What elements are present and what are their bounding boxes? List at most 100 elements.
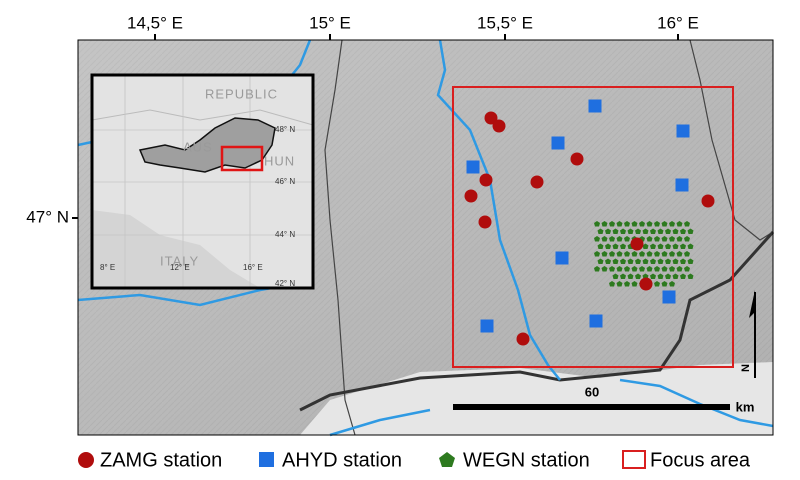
wegn-station	[616, 236, 623, 242]
map-frame	[77, 39, 774, 436]
wegn-station	[616, 251, 623, 257]
legend-label: WEGN station	[463, 449, 590, 471]
wegn-station	[612, 258, 619, 264]
zamg-station	[464, 189, 478, 203]
wegn-station	[661, 221, 668, 227]
wegn-station	[635, 228, 641, 234]
wegn-station	[654, 266, 660, 272]
wegn-station	[661, 236, 668, 242]
wegn-station	[597, 228, 604, 234]
legend-label: ZAMG station	[100, 449, 222, 471]
wegn-station	[669, 281, 675, 287]
wegn-station	[624, 281, 630, 287]
wegn-station	[612, 273, 619, 279]
ahyd-station	[551, 136, 565, 150]
river	[329, 408, 431, 437]
wegn-station	[624, 221, 630, 227]
wegn-station	[654, 281, 660, 287]
wegn-station	[642, 243, 649, 249]
wegn-station	[605, 243, 611, 249]
inset-lon-label: 8° E	[100, 263, 115, 272]
inset-sea	[92, 210, 260, 288]
ahyd-station	[480, 319, 494, 333]
north-arrow-head	[749, 290, 755, 318]
wegn-station	[657, 228, 664, 234]
wegn-station	[631, 221, 638, 227]
lowland-area	[300, 362, 773, 435]
inset-lat-label: 46° N	[275, 177, 295, 186]
wegn-station	[687, 228, 694, 234]
wegn-station	[612, 228, 619, 234]
wegn-station	[646, 251, 653, 257]
inset-borders	[91, 109, 314, 126]
inset-austria	[138, 117, 276, 173]
wegn-station	[669, 221, 675, 227]
zamg-station	[484, 111, 498, 125]
wegn-station	[687, 273, 694, 279]
zamg-station	[479, 173, 493, 187]
legend-symbol	[439, 452, 455, 467]
wegn-station	[620, 228, 626, 234]
wegn-station	[665, 243, 671, 249]
inset-country: REPUBLIC	[205, 86, 278, 101]
inset-country: HUN	[264, 153, 295, 168]
wegn-station	[627, 273, 634, 279]
wegn-station	[654, 236, 660, 242]
wegn-station	[687, 243, 694, 249]
zamg-station	[478, 215, 492, 229]
scale-distance: 60	[585, 384, 599, 399]
wegn-station	[605, 258, 611, 264]
wegn-station	[594, 251, 600, 257]
wegn-station	[676, 221, 683, 227]
wegn-station	[620, 273, 626, 279]
legend-symbol	[78, 452, 94, 468]
wegn-station	[661, 266, 668, 272]
wegn-station	[661, 281, 668, 287]
wegn-station	[609, 251, 615, 257]
wegn-station	[646, 266, 653, 272]
inset-lat-label: 42° N	[275, 279, 295, 288]
border	[689, 39, 774, 241]
wegn-station	[654, 221, 660, 227]
wegn-station	[650, 258, 656, 264]
wegn-station	[672, 258, 679, 264]
wegn-station	[616, 281, 623, 287]
ahyd-station	[676, 124, 690, 138]
wegn-station	[624, 236, 630, 242]
ahyd-station	[662, 290, 676, 304]
wegn-station	[609, 221, 615, 227]
wegn-station	[676, 236, 683, 242]
ahyd-station	[555, 251, 569, 265]
inset-map: REPUBLIC AUS HUN ITALY 48° N 46° N 44° N…	[90, 73, 315, 290]
scale-bar	[453, 404, 730, 410]
wegn-station	[669, 266, 675, 272]
wegn-station	[627, 228, 634, 234]
wegn-station	[631, 266, 638, 272]
wegn-station	[680, 273, 686, 279]
wegn-station	[601, 221, 608, 227]
longitude-label: 15,5° E	[477, 13, 533, 32]
wegn-station	[669, 236, 675, 242]
wegn-station	[594, 221, 600, 227]
river	[77, 140, 93, 147]
ahyd-stations	[466, 99, 690, 333]
wegn-station	[624, 266, 630, 272]
wegn-station	[609, 281, 615, 287]
wegn-station	[635, 273, 641, 279]
focus-area	[452, 86, 734, 368]
wegn-station	[665, 228, 671, 234]
wegn-station	[609, 266, 615, 272]
inset-lat-label: 44° N	[275, 230, 295, 239]
wegn-station	[654, 251, 660, 257]
inset-grid	[92, 75, 313, 288]
border	[324, 39, 356, 436]
inset-lat-label: 48° N	[275, 125, 295, 134]
wegn-station	[672, 228, 679, 234]
wegn-station	[639, 221, 645, 227]
wegn-station	[612, 243, 619, 249]
wegn-station	[672, 243, 679, 249]
longitude-label: 15° E	[309, 13, 351, 32]
wegn-station	[631, 281, 638, 287]
ahyd-station	[588, 99, 602, 113]
